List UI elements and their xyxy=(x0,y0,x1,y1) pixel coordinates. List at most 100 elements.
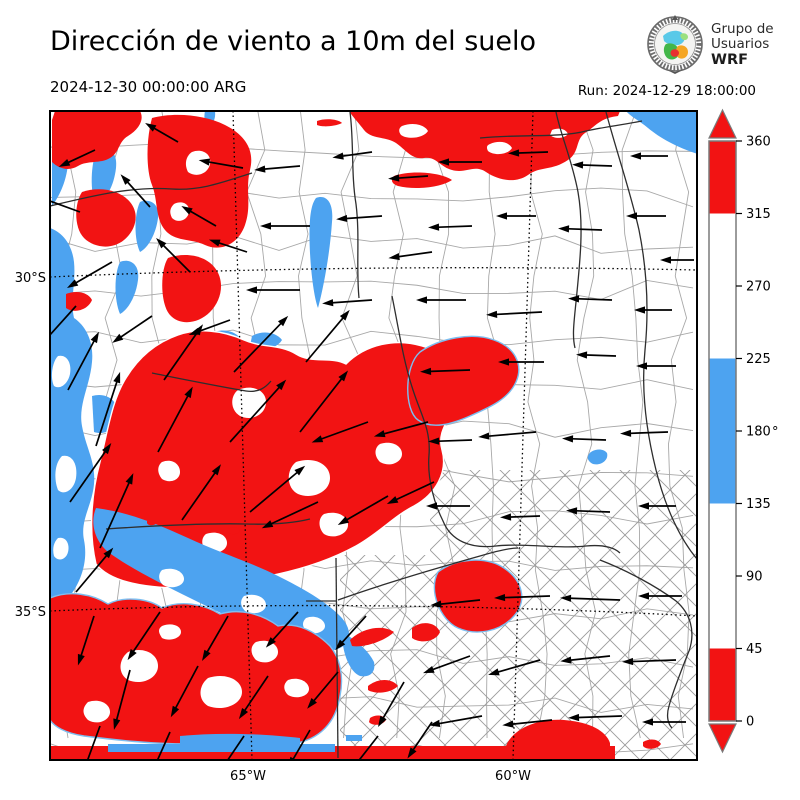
shaded-region xyxy=(52,111,142,169)
shaded-region xyxy=(180,733,300,744)
wind-arrow xyxy=(117,315,153,340)
wind-arrow-head xyxy=(125,473,134,485)
wind-arrow-head xyxy=(426,502,437,510)
wind-arrow xyxy=(226,735,245,760)
shaded-region xyxy=(76,189,136,247)
wind-arrow xyxy=(163,329,200,381)
wind-arrow xyxy=(124,178,151,208)
wind-arrow-head xyxy=(90,331,99,344)
wind-arrow-head xyxy=(388,174,400,182)
wind-arrow-head xyxy=(193,324,204,336)
colorbar-unit-label: ° xyxy=(772,425,779,440)
shaded-region xyxy=(375,442,402,465)
shaded-region xyxy=(303,616,325,634)
wind-arrow xyxy=(410,721,433,754)
wind-arrow xyxy=(267,501,319,527)
y-axis-label-30s: 30°S xyxy=(15,271,46,286)
logo-text: Grupo de Usuarios WRF xyxy=(711,20,774,69)
valid-time-label: 2024-12-30 00:00:00 ARG xyxy=(50,78,247,96)
shaded-region xyxy=(433,559,523,633)
wind-arrow-head xyxy=(339,309,350,321)
shaded-region xyxy=(626,111,697,154)
wind-arrow xyxy=(329,299,373,304)
wind-arrow-head xyxy=(428,719,441,728)
wind-arrow-head xyxy=(500,513,512,521)
colorbar: 0 45 90 135 180 225 270 315 360 xyxy=(708,108,771,754)
wind-arrow-head xyxy=(620,429,632,437)
wind-arrow-head xyxy=(576,351,588,359)
wind-arrow-head xyxy=(202,649,211,662)
shaded-region xyxy=(53,537,69,560)
colorbar-tick-label: 45 xyxy=(746,642,763,657)
wind-arrow-head xyxy=(630,152,641,160)
wind-arrow-head xyxy=(336,214,348,223)
shaded-region xyxy=(349,111,620,181)
wind-arrow xyxy=(130,611,161,655)
wind-arrow-head xyxy=(120,174,131,185)
wind-arrow-head xyxy=(416,296,427,304)
wind-arrow-head xyxy=(39,337,49,348)
shaded-region xyxy=(159,624,181,640)
logo-globe-emblem-icon xyxy=(647,15,703,74)
shaded-region xyxy=(317,119,342,127)
wind-arrow xyxy=(434,439,473,443)
wind-arrow xyxy=(485,431,537,438)
wind-arrow-head xyxy=(260,222,271,230)
wind-arrow-head xyxy=(494,593,506,602)
logo-line-3: WRF xyxy=(711,51,749,68)
shaded-region xyxy=(158,460,180,482)
colorbar-tick-label: 0 xyxy=(746,715,754,730)
map-frame xyxy=(49,110,698,761)
shaded-region xyxy=(643,739,661,749)
wind-arrow-head xyxy=(378,715,387,728)
wind-arrow xyxy=(380,681,405,722)
shaded-region xyxy=(319,512,348,537)
wind-arrow-head xyxy=(181,206,193,215)
wind-arrow-head xyxy=(66,279,79,288)
logo-line-1: Grupo de xyxy=(711,20,774,37)
wind-arrow xyxy=(310,671,339,704)
wind-arrow xyxy=(291,729,311,760)
shaded-region xyxy=(200,675,242,709)
wind-arrow-head xyxy=(261,520,274,529)
wind-arrow-head xyxy=(127,648,137,661)
wind-arrow xyxy=(204,615,229,656)
wind-arrow-head xyxy=(217,765,226,776)
wind-arrow xyxy=(181,469,218,521)
x-axis-label-65w: 65°W xyxy=(230,769,266,784)
wind-arrow xyxy=(50,305,77,337)
shaded-region xyxy=(162,255,222,323)
wind-arrow-head xyxy=(438,158,449,166)
wind-arrow xyxy=(435,715,483,725)
wind-arrow xyxy=(582,353,617,357)
wind-arrow-head xyxy=(276,379,287,391)
wind-arrow-head xyxy=(502,720,514,728)
wind-arrow-head xyxy=(560,594,572,602)
wind-arrow xyxy=(69,448,108,503)
shaded-region xyxy=(83,700,110,723)
colorbar-tick-label: 90 xyxy=(746,570,763,585)
wind-arrow-head xyxy=(486,310,498,318)
shaded-region xyxy=(399,123,428,138)
wind-arrow-head xyxy=(626,212,637,220)
wind-arrow-head xyxy=(638,502,649,510)
logo-line-2: Usuarios xyxy=(711,36,770,53)
wind-arrow xyxy=(437,599,481,606)
wind-arrow-head xyxy=(265,637,276,648)
shaded-region xyxy=(486,141,512,155)
wind-arrow xyxy=(434,225,473,229)
shaded-region xyxy=(350,627,394,647)
shaded-region xyxy=(368,680,398,693)
shaded-region xyxy=(159,568,184,588)
wind-arrow-head xyxy=(498,358,509,366)
shaded-region xyxy=(108,744,335,752)
wind-arrow xyxy=(229,384,283,443)
province-borders-layer xyxy=(50,111,697,759)
shaded-region xyxy=(93,508,349,652)
wind-arrow-head xyxy=(208,239,221,247)
wind-arrow xyxy=(514,151,549,155)
wind-arrow-head xyxy=(112,333,124,343)
wrf-users-group-logo: Grupo de Usuarios WRF xyxy=(645,14,774,76)
